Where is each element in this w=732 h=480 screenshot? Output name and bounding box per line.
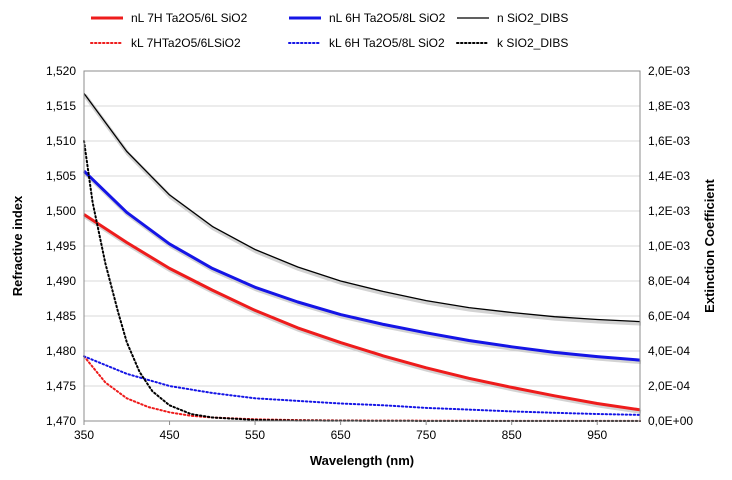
y-right-tick-label: 1,6E-03 <box>648 134 690 148</box>
y-right-axis-ticks: 0,0E+00 2,0E-04 4,0E-04 6,0E-04 8,0E-04 1,0E-… <box>648 64 693 428</box>
series-2-line <box>82 170 641 362</box>
x-tick-label: 650 <box>331 428 351 442</box>
y-left-tick-label: 1,520 <box>46 64 76 78</box>
plot-frame <box>83 70 641 422</box>
series-layer <box>82 93 642 422</box>
y-right-tick-label: 2,0E-04 <box>648 379 690 393</box>
y-left-tick-label: 1,490 <box>46 274 76 288</box>
x-tick-label: 450 <box>160 428 180 442</box>
legend-label-4: kL 7HTa2O5/6LSiO2 <box>131 36 241 50</box>
y-left-tick-label: 1,510 <box>46 134 76 148</box>
y-left-tick-label: 1,515 <box>46 99 76 113</box>
legend-label-6: k SIO2_DIBS <box>497 36 568 50</box>
y-right-tick-label: 1,8E-03 <box>648 99 690 113</box>
y-right-tick-label: 8,0E-04 <box>648 274 690 288</box>
y-left-tick-label: 1,485 <box>46 309 76 323</box>
y-left-axis-ticks: 1,470 1,475 1,480 1,485 1,490 1,495 1,500 1,505… <box>46 64 76 428</box>
y-right-tick-label: 0,0E+00 <box>648 414 693 428</box>
y-right-axis-title: Extinction Coefficient <box>702 179 717 313</box>
y-right-tick-label: 1,0E-03 <box>648 239 690 253</box>
y-right-tick-label: 1,2E-03 <box>648 204 690 218</box>
gridlines <box>84 105 640 387</box>
series-5-line <box>83 355 641 416</box>
y-right-tick-label: 2,0E-03 <box>648 64 690 78</box>
y-right-tick-label: 6,0E-04 <box>648 309 690 323</box>
legend-label-3: n SiO2_DIBS <box>497 11 568 25</box>
y-left-tick-label: 1,495 <box>46 239 76 253</box>
y-right-tick-label: 4,0E-04 <box>648 344 690 358</box>
x-tick-label: 750 <box>416 428 436 442</box>
legend-label-1: nL 7H Ta2O5/6L SiO2 <box>131 11 248 25</box>
legend-label-2: nL 6H Ta2O5/8L SiO2 <box>329 11 446 25</box>
y-left-tick-label: 1,480 <box>46 344 76 358</box>
legend: nL 7H Ta2O5/6L SiO2 nL 6H Ta2O5/8L SiO2 n … <box>90 11 568 50</box>
y-left-tick-label: 1,505 <box>46 169 76 183</box>
x-axis-title: Wavelength (nm) <box>310 453 414 468</box>
y-left-axis-title: Refractive index <box>10 195 25 296</box>
y-right-tick-label: 1,4E-03 <box>648 169 690 183</box>
x-tick-label: 850 <box>502 428 522 442</box>
series-3-line <box>83 93 641 323</box>
x-tick-label: 350 <box>74 428 94 442</box>
x-tick-label: 950 <box>587 428 607 442</box>
x-axis-ticks: 350 450 550 650 750 850 950 <box>74 421 608 442</box>
legend-label-5: kL 6H Ta2O5/8L SiO2 <box>329 36 445 50</box>
y-left-tick-label: 1,470 <box>46 414 76 428</box>
y-left-tick-label: 1,500 <box>46 204 76 218</box>
series-1-line <box>83 213 641 412</box>
series-4-line <box>83 355 641 422</box>
x-tick-label: 550 <box>245 428 265 442</box>
y-left-tick-label: 1,475 <box>46 379 76 393</box>
series-3-shadow <box>83 94 642 326</box>
